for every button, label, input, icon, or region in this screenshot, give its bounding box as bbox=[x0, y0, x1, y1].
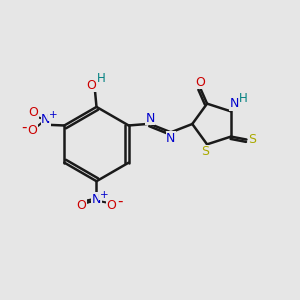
Text: N: N bbox=[41, 113, 51, 126]
Text: -: - bbox=[21, 120, 27, 135]
Text: N: N bbox=[146, 112, 155, 124]
Text: +: + bbox=[100, 190, 108, 200]
Text: N: N bbox=[230, 98, 239, 110]
Text: O: O bbox=[106, 200, 116, 212]
Text: +: + bbox=[49, 110, 58, 120]
Text: N: N bbox=[166, 132, 176, 145]
Text: N: N bbox=[92, 193, 101, 206]
Text: H: H bbox=[239, 92, 248, 105]
Text: -: - bbox=[118, 194, 123, 209]
Text: O: O bbox=[196, 76, 206, 89]
Text: O: O bbox=[28, 106, 38, 119]
Text: S: S bbox=[202, 145, 210, 158]
Text: O: O bbox=[77, 200, 87, 212]
Text: O: O bbox=[86, 79, 96, 92]
Text: S: S bbox=[248, 133, 256, 146]
Text: H: H bbox=[97, 72, 106, 85]
Text: O: O bbox=[28, 124, 38, 137]
